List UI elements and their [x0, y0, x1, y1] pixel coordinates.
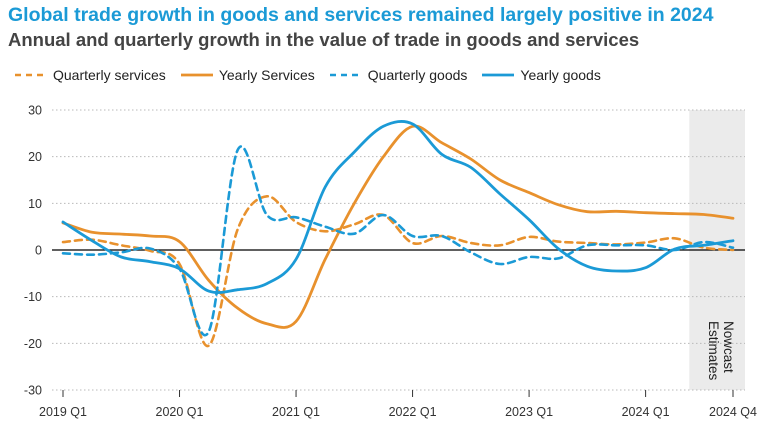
- estimates-label: Estimates: [706, 321, 721, 381]
- series-line-yearly-goods: [61, 120, 735, 294]
- y-tick-label: -20: [24, 337, 42, 351]
- legend-swatch-yearly-services: [180, 73, 213, 77]
- y-tick-label: 20: [28, 150, 42, 164]
- legend-label: Yearly goods: [520, 67, 601, 83]
- y-tick-label: 10: [28, 197, 42, 211]
- legend-label: Yearly Services: [218, 67, 315, 83]
- series-lines: [61, 120, 735, 348]
- chart-title: Global trade growth in goods and service…: [8, 4, 714, 26]
- chart-subtitle: Annual and quarterly growth in the value…: [8, 29, 640, 50]
- nowcast-label: Nowcast: [721, 321, 736, 373]
- legend-swatch-yearly-goods: [482, 73, 515, 77]
- legend-item-yearly-goods: Yearly goods: [481, 67, 601, 83]
- legend-label: Quarterly services: [53, 67, 166, 83]
- legend-item-quarterly-goods: Quarterly goods: [329, 67, 468, 83]
- x-tick-label: 2023 Q1: [505, 405, 553, 419]
- legend-swatch-quarterly-goods: [329, 73, 362, 77]
- legend-label: Quarterly goods: [367, 67, 468, 83]
- x-tick-label: 2024 Q4: [709, 405, 757, 419]
- y-tick-label: 30: [28, 104, 42, 118]
- x-tick-label: 2019 Q1: [39, 405, 87, 419]
- y-tick-label: -10: [24, 290, 42, 304]
- gridlines: [52, 109, 745, 391]
- legend: Quarterly services Yearly Services Quart…: [14, 64, 615, 86]
- series-line-quarterly-goods: [61, 145, 735, 337]
- x-tick-label: 2021 Q1: [272, 405, 320, 419]
- legend-item-quarterly-services: Quarterly services: [14, 67, 166, 83]
- y-tick-label: -30: [24, 384, 42, 398]
- series-line-yearly-services: [61, 124, 735, 329]
- y-axis-labels: 30 20 10 0 -10 -20 -30: [24, 104, 42, 398]
- legend-item-yearly-services: Yearly Services: [180, 67, 315, 83]
- x-tick-label: 2022 Q1: [389, 405, 437, 419]
- legend-swatch-quarterly-services: [15, 73, 47, 77]
- x-tick-label: 2024 Q1: [622, 405, 670, 419]
- y-tick-label: 0: [35, 244, 42, 258]
- x-tick-label: 2020 Q1: [156, 405, 204, 419]
- x-axis-ticks: 2019 Q1 2020 Q1 2021 Q1 2022 Q1 2023 Q1 2024 …: [39, 390, 757, 419]
